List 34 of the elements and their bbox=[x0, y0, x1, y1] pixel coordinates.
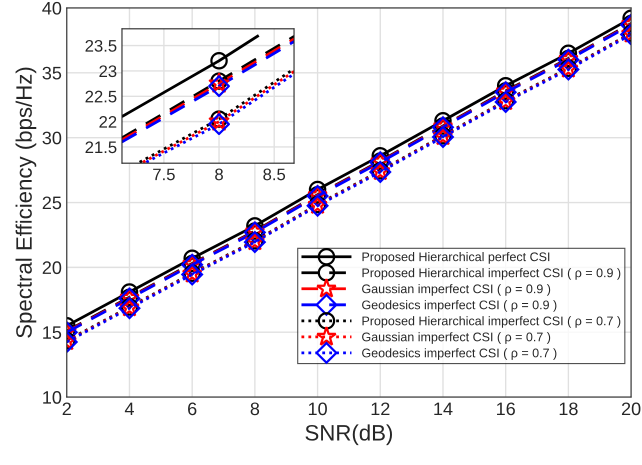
legend-label: Proposed Hierarchical imperfect CSI ( ρ = 0.9 ) bbox=[362, 268, 620, 280]
legend-label: Proposed Hierarchical perfect CSI bbox=[362, 252, 550, 264]
x-tick-label: 18 bbox=[560, 402, 578, 416]
y-tick-label: 30 bbox=[42, 132, 62, 144]
x-tick-label: 8.5 bbox=[263, 168, 286, 180]
x-tick-label: 8 bbox=[250, 402, 260, 416]
x-tick-label: 20 bbox=[622, 402, 640, 416]
x-tick-label: 10 bbox=[308, 402, 327, 416]
legend-label: Gaussian imperfect CSI ( ρ = 0.7 ) bbox=[362, 332, 550, 344]
x-tick-label: 4 bbox=[124, 402, 134, 416]
legend-label: Geodesics imperfect CSI ( ρ = 0.9 ) bbox=[362, 300, 556, 312]
y-tick-label: 15 bbox=[43, 326, 62, 339]
y-tick-label: 35 bbox=[42, 66, 62, 80]
x-tick-label: 8 bbox=[215, 168, 223, 180]
y-axis-title: Spectral Efficiency (bps/Hz) bbox=[16, 68, 36, 338]
y-tick-label: 25 bbox=[42, 196, 62, 210]
y-tick-label: 22.5 bbox=[86, 90, 116, 102]
y-tick-label: 23.5 bbox=[86, 40, 116, 52]
x-axis-title: SNR(dB) bbox=[305, 424, 392, 446]
y-tick-label: 21.5 bbox=[86, 141, 116, 154]
x-tick-label: 12 bbox=[372, 402, 390, 416]
y-tick-label: 10 bbox=[43, 391, 62, 404]
x-tick-label: 6 bbox=[188, 402, 196, 416]
x-tick-label: 16 bbox=[497, 402, 515, 416]
x-tick-label: 2 bbox=[62, 402, 71, 416]
y-tick-label: 22 bbox=[99, 116, 116, 128]
y-tick-label: 23 bbox=[99, 65, 116, 78]
x-tick-label: 7.5 bbox=[153, 168, 175, 180]
x-tick-label: 14 bbox=[434, 402, 452, 416]
legend-label: Geodesics imperfect CSI ( ρ = 0.7 ) bbox=[362, 348, 556, 360]
y-tick-label: 20 bbox=[42, 261, 62, 274]
y-tick-label: 40 bbox=[42, 2, 62, 15]
legend-label: Gaussian imperfect CSI ( ρ = 0.9 ) bbox=[362, 284, 550, 296]
legend-label: Proposed Hierarchical imperfect CSI ( ρ = 0.7 ) bbox=[362, 316, 620, 328]
